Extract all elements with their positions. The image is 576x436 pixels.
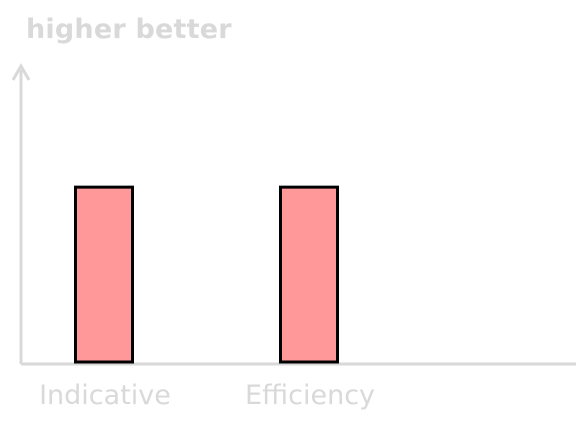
axes [11,62,576,366]
tick-label-efficiency: Efficiency [245,380,375,411]
bar-indicative [74,185,134,364]
y-axis-label: higher better [26,14,232,45]
tick-label-indicative: Indicative [39,380,171,411]
x-tick-labels: Indicative Efficiency [39,380,375,411]
y-axis-arrow [11,62,31,81]
bars [74,185,339,364]
bar-efficiency [279,185,339,364]
